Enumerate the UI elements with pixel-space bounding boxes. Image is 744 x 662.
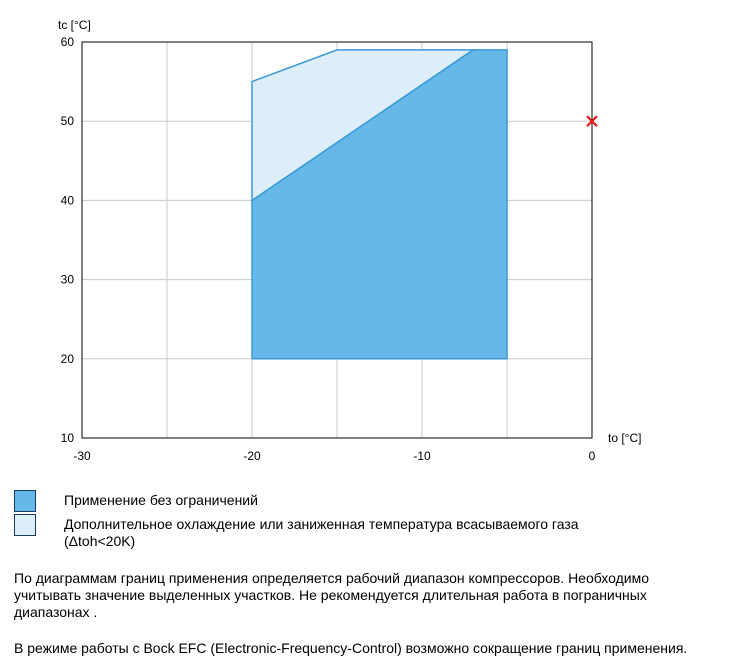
legend-item-unrestricted: Применение без ограничений [14,490,734,514]
plot-frame [81,41,593,439]
note-1-line-1: По диаграммам границ применения определя… [14,570,650,586]
note-1-line-3: диапазонах . [14,604,98,620]
legend: Применение без ограничений Дополнительно… [14,490,734,549]
region-layer [251,49,508,360]
x-tick-label--20: -20 [243,449,261,463]
legend-label-extra-cooling: Дополнительное охлаждение или заниженная… [64,516,579,550]
note-paragraph-2: В режиме работы с Bock EFC (Electronic-F… [14,640,688,656]
legend-item-extra-cooling: Дополнительное охлаждение или заниженная… [14,514,734,549]
region-extra-cooling [251,49,476,202]
tick-layer: -30 -20 -10 0 10 20 30 40 50 60 [61,35,596,463]
y-tick-label-30: 30 [61,273,75,287]
region-unrestricted [251,49,508,360]
legend-swatch-extra-cooling [14,514,36,536]
y-tick-label-20: 20 [61,352,75,366]
marker-layer [586,115,598,127]
y-tick-label-10: 10 [61,431,75,445]
x-axis-label: to [°C] [608,431,641,445]
x-tick-label--10: -10 [413,449,431,463]
application-limits-chart: -30 -20 -10 0 10 20 30 40 50 60 tc [°C] to [°C] [58,18,641,463]
x-tick-label--30: -30 [73,449,91,463]
y-tick-label-40: 40 [61,193,75,207]
y-axis-label: tc [°C] [58,18,91,32]
legend-label-unrestricted: Применение без ограничений [64,492,258,508]
note-paragraph-1: По диаграммам границ применения определя… [14,570,739,621]
legend-label-extra-cooling-line1: Дополнительное охлаждение или заниженная… [64,516,579,532]
x-tick-label-0: 0 [589,449,596,463]
note-1-line-2: учитывать значение выделенных участков. … [14,587,647,603]
y-tick-label-50: 50 [61,114,75,128]
legend-label-extra-cooling-line2: (Δtoh<20K) [64,533,136,549]
marker-stroke-b [586,115,598,127]
operating-point-marker [586,115,598,127]
legend-swatch-unrestricted [14,490,36,512]
y-tick-label-60: 60 [61,35,75,49]
